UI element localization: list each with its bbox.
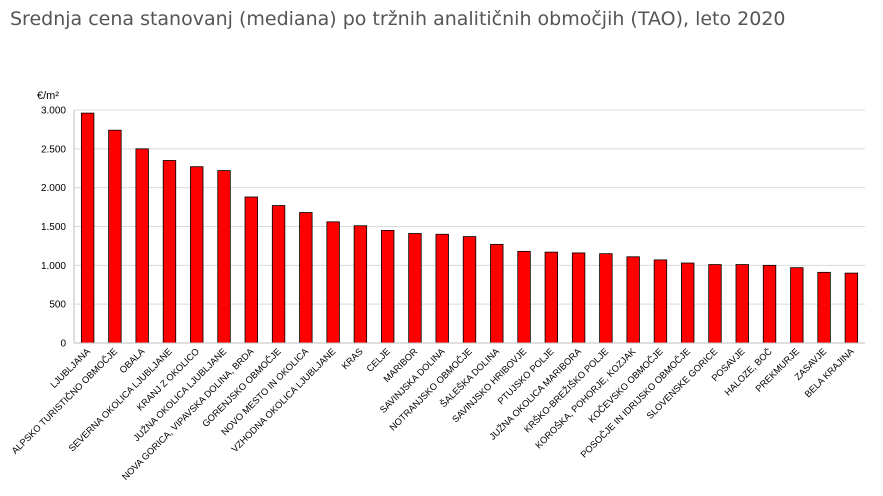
y-tick-label: 0 [60,339,66,350]
x-category-label: KRAS [340,346,365,371]
axes [73,110,865,344]
bar [844,272,859,344]
bar [653,259,668,344]
y-tick-label: 2.000 [41,183,66,194]
bar [817,271,831,344]
y-tick-label: 500 [49,300,66,311]
bar [80,112,95,344]
bar [190,166,204,344]
y-tick-label: 3.000 [41,106,66,117]
bar [517,250,531,344]
bar [790,267,804,344]
bar [435,233,449,344]
bar [244,196,258,344]
y-tick-labels: 0 500 1.000 1.500 2.000 2.500 3.000 [41,106,66,350]
bar [217,170,231,344]
bar [326,221,340,344]
bar [462,236,477,344]
bar [762,264,777,344]
y-tick-label: 1.000 [41,261,66,272]
bar [626,256,640,344]
bar [353,225,368,344]
bar [299,212,313,344]
bar [735,264,749,344]
bar [380,229,395,344]
x-category-label: KOROŠKA, POHORJE, KOZJAK [533,346,638,451]
bar [408,233,422,344]
bar [544,251,559,344]
bars [80,112,859,344]
page-title: Srednja cena stanovanj (mediana) po tržn… [10,8,786,30]
y-tick-label: 2.500 [41,144,66,155]
bar [708,264,722,344]
bar [135,148,149,344]
bar [271,205,286,344]
x-category-label: HALOZE, BOČ [723,346,774,397]
bar [108,129,122,344]
bar [162,160,177,344]
x-category-label: BELA KRAJINA [803,346,857,400]
bar [571,252,586,344]
x-category-label: ALPSKO TURISTIČNO OBMOČJE [10,346,120,456]
bar [599,253,613,344]
y-axis-label: €/m² [37,90,59,102]
y-tick-label: 1.500 [41,222,66,233]
bar [681,262,695,344]
bar [490,243,504,344]
